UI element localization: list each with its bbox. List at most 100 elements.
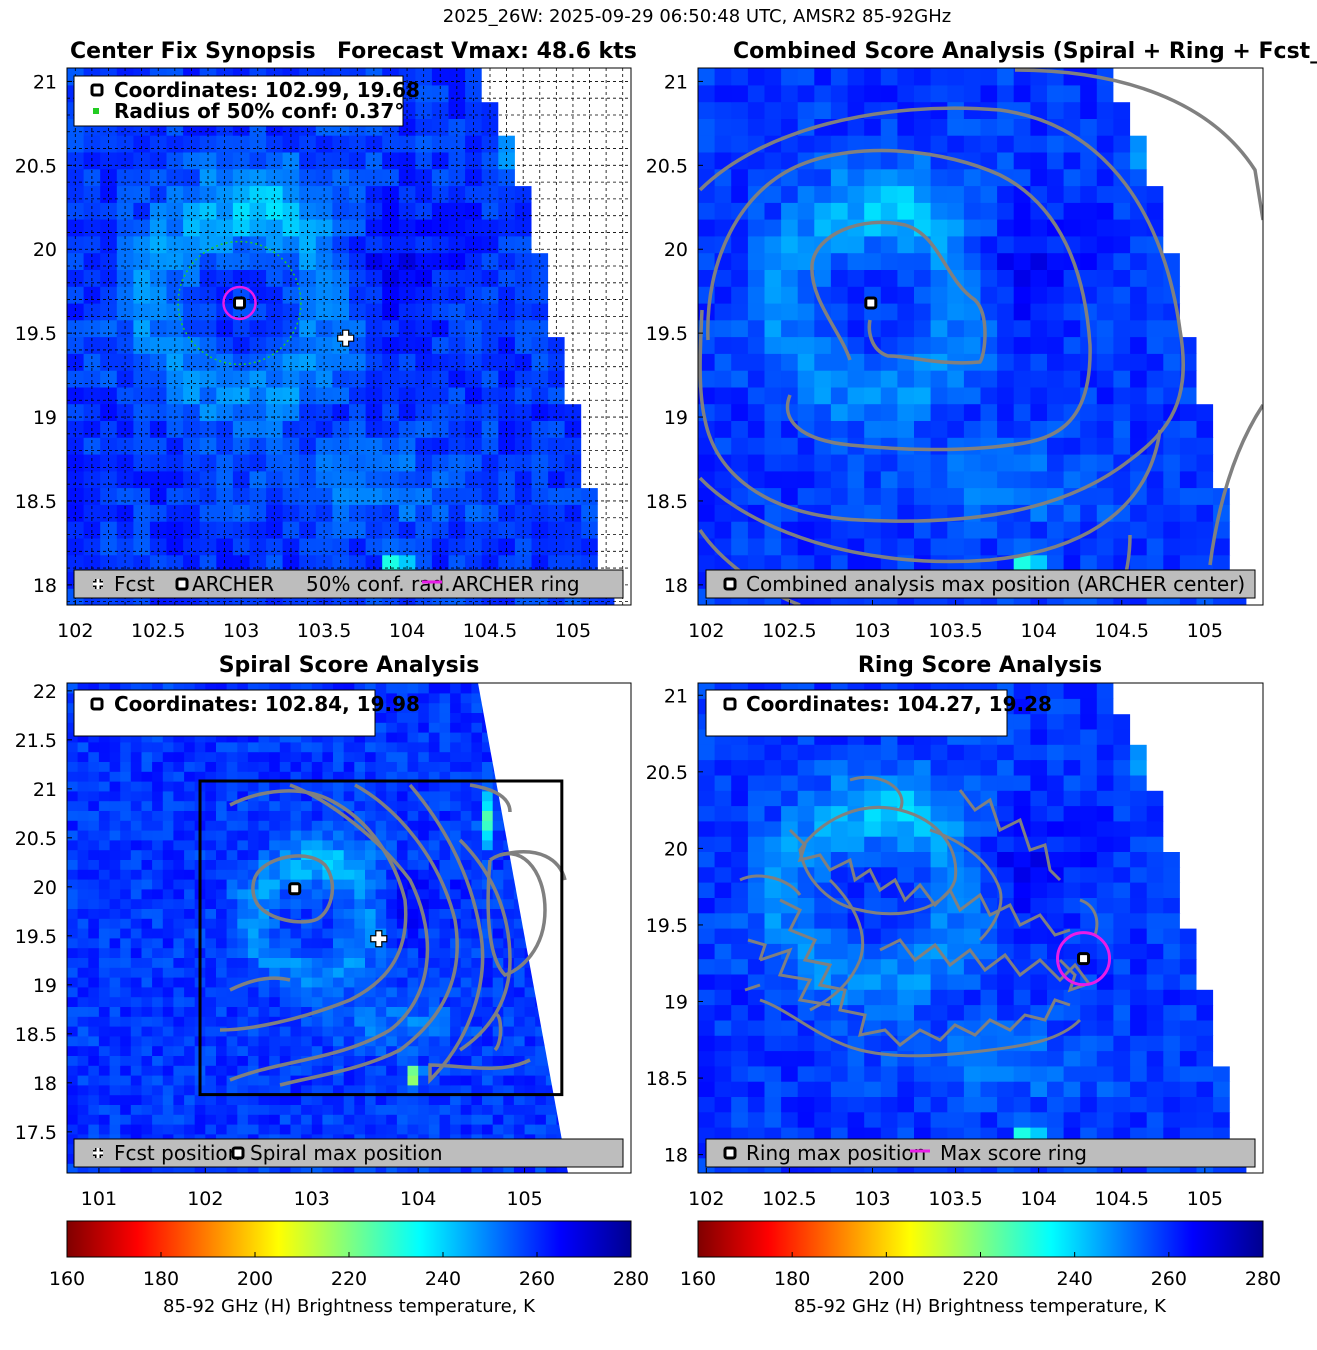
heatmap-cell [471, 732, 483, 743]
heatmap-cell [130, 977, 142, 988]
heatmap-cell [1179, 84, 1198, 103]
heatmap-cell [266, 386, 284, 405]
heatmap-cell [282, 135, 300, 153]
heatmap-cell [814, 219, 832, 237]
heatmap-cell [481, 286, 499, 304]
heatmap-cell [513, 957, 526, 968]
heatmap-cell [67, 370, 85, 388]
heatmap-cell [109, 849, 121, 860]
heatmap-cell [133, 537, 151, 556]
heatmap-cell [631, 303, 648, 320]
heatmap-cell [1063, 101, 1081, 119]
heatmap-cell [279, 1124, 291, 1135]
heatmap-cell [407, 977, 419, 988]
heatmap-cell [1246, 68, 1263, 86]
heatmap-cell [216, 521, 234, 539]
heatmap-cell [1063, 68, 1081, 86]
heatmap-cell [365, 1075, 377, 1086]
heatmap-cell [980, 554, 998, 573]
heatmap-cell [237, 996, 249, 1007]
heatmap-cell [947, 420, 965, 438]
heatmap-cell [781, 135, 799, 153]
heatmap-cell [714, 470, 732, 489]
heatmap-cell [514, 286, 533, 304]
heatmap-cell [1263, 471, 1280, 488]
x-tick-label: 102 [688, 620, 724, 642]
heatmap-cell [1080, 151, 1098, 170]
heatmap-cell [418, 702, 430, 713]
heatmap-cell [162, 1104, 174, 1115]
heatmap-cell [333, 996, 345, 1007]
panel-spiral-score: Spiral Score Analysis 101 102 103 104 10517.… [15, 653, 642, 1210]
heatmap-cell [173, 947, 185, 958]
heatmap-cell [631, 722, 642, 732]
heatmap-cell [1246, 101, 1263, 119]
heatmap-cell [365, 1065, 377, 1076]
heatmap-cell [1196, 470, 1214, 489]
heatmap-cell [1146, 521, 1164, 539]
heatmap-cell [333, 967, 345, 978]
heatmap-cell [299, 470, 317, 489]
heatmap-cell [77, 1016, 89, 1027]
heatmap-cell [67, 839, 79, 851]
heatmap-cell [88, 1035, 100, 1047]
heatmap-cell [67, 1065, 79, 1076]
heatmap-cell [77, 957, 89, 968]
heatmap-cell [77, 800, 89, 811]
heatmap-cell [205, 839, 217, 851]
heatmap-cell [1246, 537, 1263, 556]
heatmap-cell [897, 487, 915, 505]
heatmap-cell [814, 370, 832, 388]
heatmap-cell [279, 888, 291, 900]
heatmap-cell [237, 928, 249, 939]
heatmap-cell [581, 219, 599, 237]
heatmap-cell [184, 1075, 196, 1086]
heatmap-cell [418, 1045, 430, 1056]
heatmap-cell [747, 202, 766, 220]
heatmap-cell [216, 879, 228, 890]
heatmap-cell [1229, 336, 1247, 354]
heatmap-cell [450, 781, 462, 792]
heatmap-cell [232, 537, 251, 556]
heatmap-cell [418, 928, 430, 939]
heatmap-cell [439, 722, 451, 733]
heatmap-cell [997, 454, 1015, 472]
heatmap-cell [120, 1055, 132, 1066]
heatmap-cell [311, 781, 323, 792]
heatmap-cell [847, 504, 865, 522]
heatmap-cell [714, 386, 732, 405]
heatmap-cell [482, 741, 494, 753]
heatmap-cell [460, 1094, 472, 1105]
heatmap-cell [301, 928, 313, 939]
heatmap-cell [764, 454, 782, 472]
heatmap-cell [109, 1084, 121, 1096]
heatmap-cell [311, 1055, 323, 1066]
heatmap-cell [503, 1104, 515, 1115]
heatmap-cell [1196, 420, 1214, 438]
heatmap-cell [279, 830, 291, 841]
heatmap-cell [398, 470, 416, 489]
heatmap-cell [311, 830, 323, 841]
heatmap-cell [814, 84, 832, 103]
heatmap-cell [847, 386, 865, 405]
heatmap-cell [963, 101, 982, 119]
heatmap-cell [396, 947, 409, 958]
heatmap-cell [116, 386, 134, 405]
heatmap-cell [365, 918, 377, 929]
heatmap-cell [548, 219, 566, 237]
heatmap-cell [386, 741, 398, 753]
heatmap-cell [503, 879, 515, 890]
heatmap-cell [173, 1035, 185, 1047]
heatmap-cell [997, 302, 1015, 321]
heatmap-cell [407, 1104, 419, 1115]
heatmap-cell [237, 918, 249, 929]
heatmap-cell [1096, 135, 1114, 153]
heatmap-cell [343, 849, 355, 860]
heatmap-cell [162, 928, 174, 939]
heatmap-cell [315, 521, 333, 539]
heatmap-cell [266, 537, 284, 556]
heatmap-cell [279, 1114, 291, 1125]
heatmap-cell [564, 135, 582, 153]
heatmap-cell [428, 928, 440, 939]
heatmap-cell [216, 1065, 228, 1076]
